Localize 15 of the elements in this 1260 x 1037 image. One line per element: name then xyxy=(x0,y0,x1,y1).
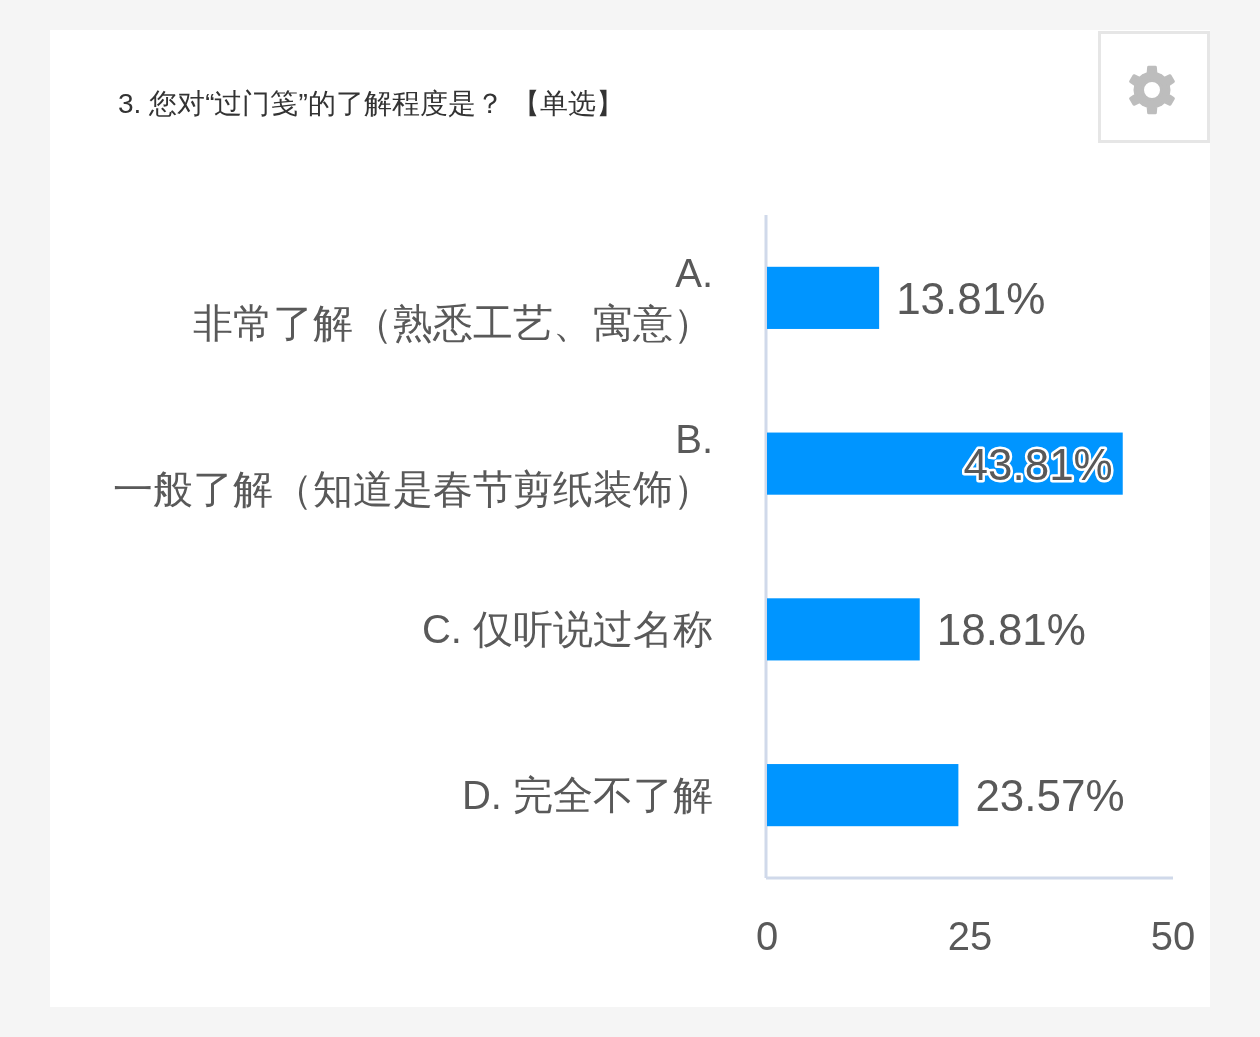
y-tick-label: B. 一般了解（知道是春节剪纸装饰） xyxy=(113,416,713,511)
x-tick-label: 0 xyxy=(755,914,779,958)
x-tick-label: 25 xyxy=(947,914,993,958)
bar xyxy=(767,598,920,661)
text: 3. 您对“过门笺”的了解程度是？ 【单选】 xyxy=(118,88,624,119)
data-label: 18.81% xyxy=(936,605,1086,655)
y-tick-label: D. 完全不了解 xyxy=(461,773,713,818)
bar xyxy=(767,764,959,827)
data-label: 23.57% xyxy=(975,771,1125,821)
y-tick-label: A. 非常了解（熟悉工艺、寓意） xyxy=(193,250,713,345)
x-tick-label: 50 xyxy=(1150,914,1196,958)
y-tick-label: C. 仅听说过名称 xyxy=(421,607,713,652)
data-label: 43.81% xyxy=(963,439,1113,489)
bar xyxy=(767,266,880,329)
data-label: 13.81% xyxy=(896,273,1046,323)
